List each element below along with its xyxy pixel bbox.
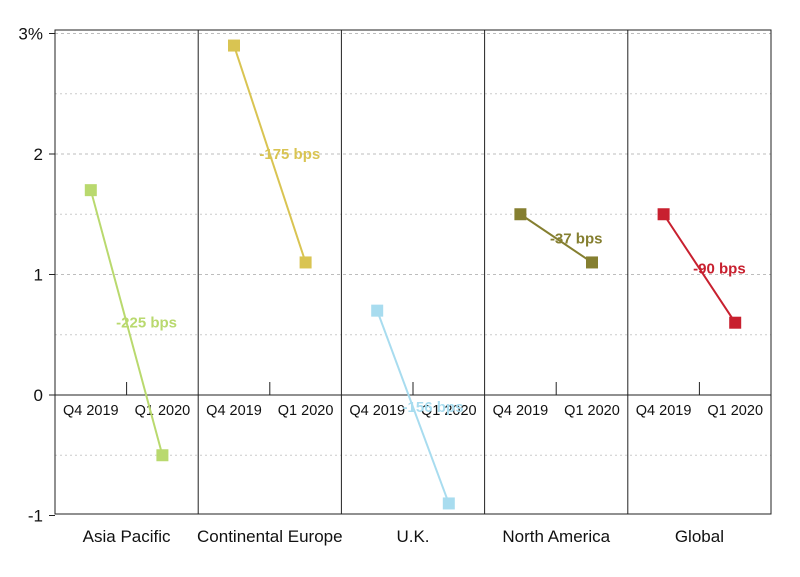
- data-point: [729, 316, 742, 329]
- panel-asia-pacific: Q4 2019 Q1 2020 -225 bps Asia Pacific: [63, 184, 190, 546]
- panel-label: Asia Pacific: [83, 527, 171, 546]
- series-line: [662, 213, 737, 324]
- data-point: [156, 449, 169, 462]
- x-tick-label: Q4 2019: [349, 403, 405, 419]
- y-tick-label: -1: [28, 507, 43, 526]
- data-point: [84, 184, 97, 197]
- x-tick-label: Q1 2020: [278, 403, 334, 419]
- y-tick-label: 3%: [18, 25, 43, 44]
- x-tick-label: Q4 2019: [63, 403, 119, 419]
- data-point: [514, 208, 527, 221]
- plot-frame: [54, 29, 772, 515]
- x-tick-label: Q4 2019: [206, 403, 262, 419]
- change-annotation: -90 bps: [693, 260, 746, 277]
- series-line: [519, 213, 593, 264]
- change-annotation: -175 bps: [259, 146, 320, 163]
- panel-continental-europe: Q4 2019 Q1 2020 -175 bps Continental Europe: [197, 30, 343, 546]
- y-tick-label: 1: [34, 266, 43, 285]
- y-axis-ticks: 3% 2 1 0 -1: [18, 25, 55, 526]
- series-line: [233, 45, 307, 263]
- panel-label: U.K.: [396, 527, 429, 546]
- data-point: [657, 208, 670, 221]
- plot-border: [54, 29, 772, 515]
- x-tick-label: Q1 2020: [421, 403, 477, 419]
- panel-label: Global: [675, 527, 724, 546]
- change-annotation: -156 bps: [403, 399, 464, 416]
- data-point: [299, 256, 312, 269]
- panel-north-america: Q4 2019 Q1 2020 -37 bps North America: [484, 30, 620, 546]
- series-line: [376, 310, 450, 504]
- data-point: [228, 39, 240, 52]
- x-tick-label: Q4 2019: [636, 403, 692, 419]
- x-tick-label: Q4 2019: [493, 403, 549, 419]
- data-point: [442, 497, 455, 510]
- change-annotation: -37 bps: [550, 230, 603, 247]
- panel-label: Continental Europe: [197, 527, 343, 546]
- change-annotation: -225 bps: [116, 315, 177, 332]
- gridlines: [55, 33, 771, 456]
- series-line: [89, 189, 164, 456]
- x-tick-label: Q1 2020: [564, 403, 620, 419]
- panel-global: Q4 2019 Q1 2020 -90 bps Global: [627, 30, 763, 546]
- y-tick-label: 2: [34, 145, 43, 164]
- y-tick-label: 0: [34, 386, 43, 405]
- panel-label: North America: [502, 527, 610, 546]
- x-tick-label: Q1 2020: [135, 403, 191, 419]
- panel-u-k: Q4 2019 Q1 2020-156 bps U.K.: [340, 30, 477, 546]
- x-tick-label: Q1 2020: [707, 403, 763, 419]
- data-point: [586, 256, 598, 269]
- data-point: [371, 304, 384, 317]
